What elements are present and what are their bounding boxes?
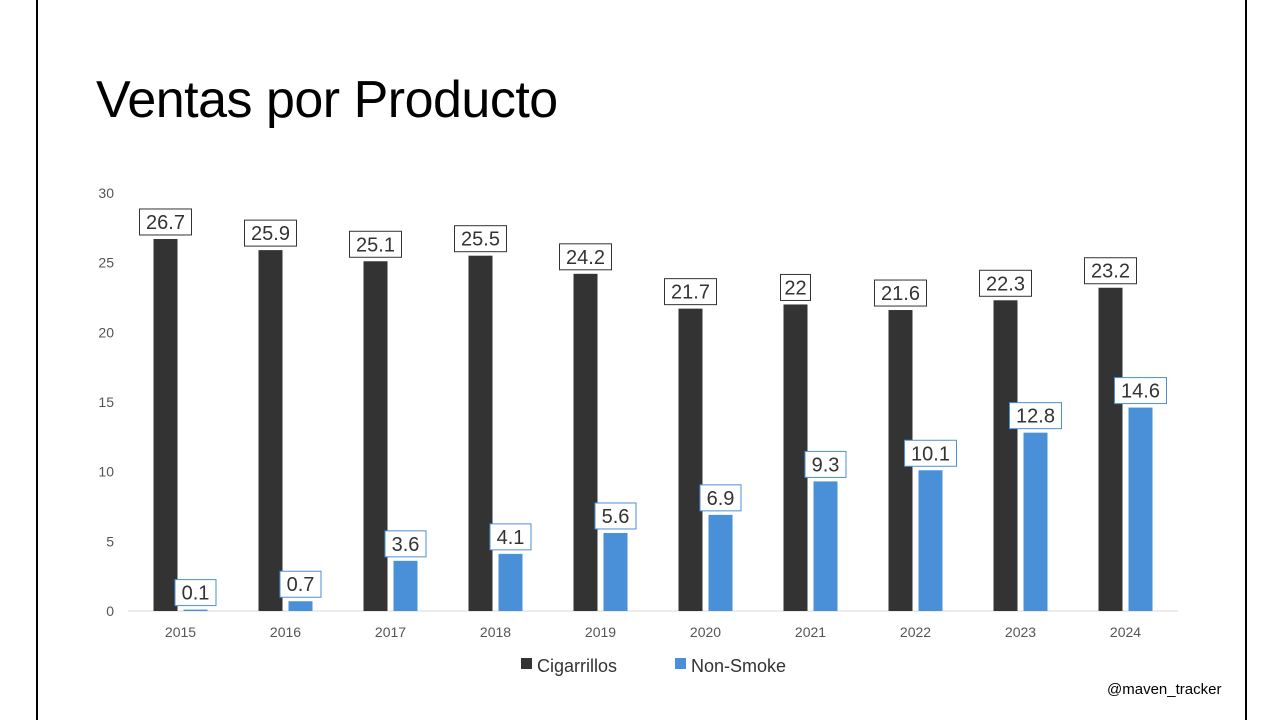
bar-cigarrillos-2015 (153, 238, 178, 612)
bar-cigarrillos-2023 (993, 300, 1018, 611)
bar-non-smoke-2015 (183, 609, 208, 611)
bar-cigarrillos-2016 (258, 250, 283, 612)
bar-cigarrillos-2024 (1098, 287, 1123, 611)
data-label-box (174, 579, 217, 607)
x-tick-label: 2020 (690, 624, 721, 640)
bar-cigarrillos-2018 (468, 255, 493, 611)
data-label-box (139, 208, 192, 236)
data-label-box (559, 243, 612, 271)
data-label-box (244, 219, 297, 247)
x-tick-label: 2021 (795, 624, 826, 640)
bar-cigarrillos-2019 (573, 273, 598, 611)
watermark: @maven_tracker (1107, 681, 1222, 698)
bar-cigarrillos-2020 (678, 308, 703, 611)
data-label-box (874, 279, 927, 307)
x-tick-label: 2015 (165, 624, 196, 640)
bar-non-smoke-2017 (393, 560, 418, 611)
legend-swatch-non-smoke (675, 658, 686, 669)
slide-border-left (36, 0, 38, 720)
bar-non-smoke-2016 (288, 601, 313, 611)
y-tick-label: 5 (106, 533, 114, 549)
data-label: 22.3 (986, 273, 1025, 295)
bar-non-smoke-2023 (1023, 432, 1048, 611)
data-label: 0.1 (182, 583, 210, 605)
legend-label-non-smoke: Non-Smoke (691, 656, 786, 676)
data-label-box (664, 278, 717, 306)
data-label: 25.9 (251, 223, 290, 245)
legend-swatch-cigarrillos (521, 658, 532, 669)
data-label: 14.6 (1121, 381, 1160, 403)
data-label: 6.9 (707, 488, 735, 510)
data-label: 21.6 (881, 283, 920, 305)
data-label: 4.1 (497, 527, 525, 549)
x-tick-label: 2023 (1005, 624, 1036, 640)
y-tick-label: 25 (98, 255, 114, 271)
data-label-box (1114, 377, 1167, 405)
data-label: 0.7 (287, 574, 315, 596)
y-tick-label: 20 (98, 324, 114, 340)
data-label: 22 (784, 277, 806, 299)
data-label: 23.2 (1091, 261, 1130, 283)
data-label: 5.6 (602, 506, 630, 528)
data-label: 12.8 (1016, 406, 1055, 428)
bar-cigarrillos-2017 (363, 261, 388, 611)
x-tick-label: 2018 (480, 624, 511, 640)
data-label-box (454, 225, 507, 253)
slide-border-right (1245, 0, 1247, 720)
y-tick-label: 0 (106, 603, 114, 619)
x-tick-label: 2016 (270, 624, 301, 640)
x-tick-label: 2022 (900, 624, 931, 640)
data-label-box (1009, 402, 1062, 430)
bar-non-smoke-2024 (1128, 407, 1153, 611)
data-label-box (489, 523, 532, 551)
data-label-box (979, 269, 1032, 297)
data-label-box (384, 530, 427, 558)
data-label-box (804, 450, 847, 478)
y-tick-label: 10 (98, 464, 114, 480)
bar-non-smoke-2019 (603, 532, 628, 611)
bar-non-smoke-2021 (813, 481, 838, 611)
data-label-box (594, 502, 637, 530)
data-label: 10.1 (911, 443, 950, 465)
x-tick-label: 2017 (375, 624, 406, 640)
data-label-box (349, 230, 402, 258)
data-label-box (699, 484, 742, 512)
chart-title: Ventas por Producto (96, 71, 558, 129)
bar-cigarrillos-2021 (783, 304, 808, 611)
y-tick-label: 15 (98, 394, 114, 410)
data-label: 21.7 (671, 282, 710, 304)
data-label-box (780, 273, 811, 301)
data-label: 3.6 (392, 534, 420, 556)
data-label: 25.1 (356, 234, 395, 256)
data-label-box (904, 439, 957, 467)
bar-non-smoke-2020 (708, 514, 733, 611)
data-label: 24.2 (566, 247, 605, 269)
y-tick-label: 30 (98, 185, 114, 201)
data-label-box (279, 570, 322, 598)
x-tick-label: 2024 (1110, 624, 1141, 640)
x-tick-label: 2019 (585, 624, 616, 640)
legend-label-cigarrillos: Cigarrillos (537, 656, 617, 676)
data-label: 25.5 (461, 229, 500, 251)
data-label: 26.7 (146, 212, 185, 234)
bar-non-smoke-2022 (918, 470, 943, 611)
data-label: 9.3 (812, 454, 840, 476)
data-label-box (1084, 257, 1137, 285)
bar-non-smoke-2018 (498, 553, 523, 611)
